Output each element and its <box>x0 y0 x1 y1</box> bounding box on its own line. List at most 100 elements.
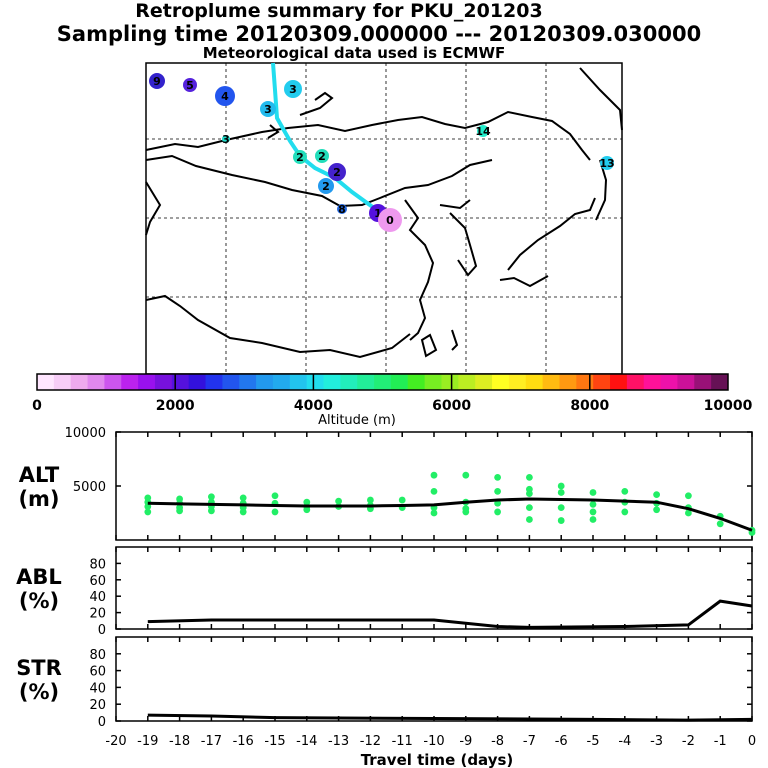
x-tick-label: -7 <box>523 734 536 749</box>
x-tick-label: -2 <box>682 734 695 749</box>
x-tick-label: 0 <box>748 734 756 749</box>
y-tick-label: 20 <box>89 698 106 713</box>
y-tick-label: 60 <box>89 574 106 589</box>
alt-point <box>557 517 565 524</box>
alt-point <box>239 508 247 516</box>
colorbar-swatch <box>390 374 409 390</box>
colorbar-swatch <box>593 374 611 390</box>
colorbar-swatch <box>188 374 207 390</box>
colorbar-swatch <box>37 374 55 390</box>
trajectory-marker <box>378 208 402 232</box>
x-tick-label: -18 <box>169 734 190 749</box>
alt-point <box>494 508 501 516</box>
trajectory-marker <box>477 125 489 137</box>
x-tick-label: -17 <box>201 734 222 749</box>
y-axis-label: ABL <box>16 565 62 589</box>
alt-point <box>621 508 629 516</box>
colorbar-swatch <box>559 374 577 390</box>
alt-point <box>430 509 438 517</box>
y-tick-label: 40 <box>89 590 106 605</box>
colorbar-swatch <box>357 374 375 390</box>
alt-point <box>685 492 692 500</box>
trajectory-marker <box>293 150 307 164</box>
colorbar-swatch <box>458 374 476 390</box>
x-tick-label: -19 <box>137 734 158 749</box>
alt-point <box>526 490 533 497</box>
alt-point <box>589 500 597 508</box>
alt-point <box>557 504 565 511</box>
alt-point <box>589 508 597 516</box>
colorbar-swatch <box>222 374 240 390</box>
x-tick-label: -9 <box>459 734 472 749</box>
marker-label: 3 <box>289 83 297 96</box>
alt-point <box>462 471 470 479</box>
colorbar-swatch <box>424 374 442 390</box>
colorbar-swatch <box>104 374 122 390</box>
colorbar-swatch <box>272 374 291 390</box>
colorbar-swatch <box>121 374 139 390</box>
colorbar-tick-label: 2000 <box>156 398 195 414</box>
trajectory-marker <box>315 149 329 163</box>
alt-point <box>685 509 692 517</box>
colorbar-tick-label: 8000 <box>570 398 609 414</box>
alt-point <box>303 506 311 514</box>
panel-frame <box>115 636 753 722</box>
y-tick-label: 40 <box>89 681 106 696</box>
alt-point <box>176 507 184 515</box>
trajectory-marker <box>328 163 346 181</box>
chart-title: Retroplume summary for PKU_201203 <box>135 0 543 22</box>
trajectory-marker <box>318 178 334 194</box>
colorbar-swatch <box>239 374 257 390</box>
x-tick-label: -5 <box>587 734 600 749</box>
alt-point <box>144 503 152 510</box>
colorbar-swatch <box>306 374 325 390</box>
y-tick-label: 80 <box>89 648 106 663</box>
y-tick-label: 10000 <box>65 426 106 441</box>
alt-point <box>398 496 406 504</box>
alt-point <box>271 508 279 516</box>
colorbar-tick-label: 10000 <box>704 398 753 414</box>
colorbar-swatch <box>441 374 459 390</box>
sampling-time: Sampling time 20120309.000000 --- 201203… <box>56 22 702 46</box>
colorbar-swatch <box>53 374 72 390</box>
marker-label: 0 <box>386 214 394 227</box>
y-axis-label: STR <box>16 656 62 680</box>
coastlines-borders <box>145 67 623 359</box>
alt-point <box>208 507 215 515</box>
marker-label: 1 <box>374 207 382 220</box>
marker-label: 3 <box>222 133 230 146</box>
trajectory-marker <box>260 101 276 117</box>
marker-label: 5 <box>186 79 194 92</box>
alt-point <box>589 489 597 496</box>
x-tick-label: -10 <box>423 734 444 749</box>
alt-point <box>430 488 438 495</box>
colorbar-swatch <box>660 374 678 390</box>
trajectory-marker <box>600 156 614 170</box>
alt-point <box>462 508 470 516</box>
trajectory-marker <box>222 135 230 143</box>
x-tick-label: -6 <box>555 734 568 749</box>
alt-point <box>208 493 215 501</box>
marker-label: 3 <box>264 103 272 116</box>
colorbar-swatch <box>492 374 510 390</box>
trajectory-marker <box>337 204 347 214</box>
x-tick-label: -20 <box>105 734 126 749</box>
series-line <box>147 599 753 629</box>
colorbar-swatch <box>610 374 628 390</box>
y-axis-label: (m) <box>18 487 59 511</box>
colorbar-swatch <box>475 374 493 390</box>
marker-label: 8 <box>338 203 346 216</box>
colorbar-swatch <box>323 374 341 390</box>
alt-point <box>653 491 660 499</box>
colorbar-swatch <box>643 374 662 390</box>
alt-point <box>494 488 501 495</box>
x-tick-label: -4 <box>618 734 631 749</box>
marker-label: 2 <box>322 180 330 193</box>
y-tick-label: 20 <box>89 607 106 622</box>
panel-frame <box>115 431 753 541</box>
alt-point <box>430 471 438 479</box>
y-tick-label: 0 <box>98 623 106 638</box>
alt-point <box>557 489 565 496</box>
